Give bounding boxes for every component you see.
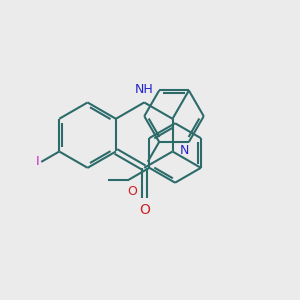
Text: O: O [128, 185, 137, 198]
Text: NH: NH [135, 83, 154, 96]
Text: O: O [139, 203, 150, 217]
Text: I: I [36, 155, 40, 168]
Text: N: N [180, 143, 189, 157]
